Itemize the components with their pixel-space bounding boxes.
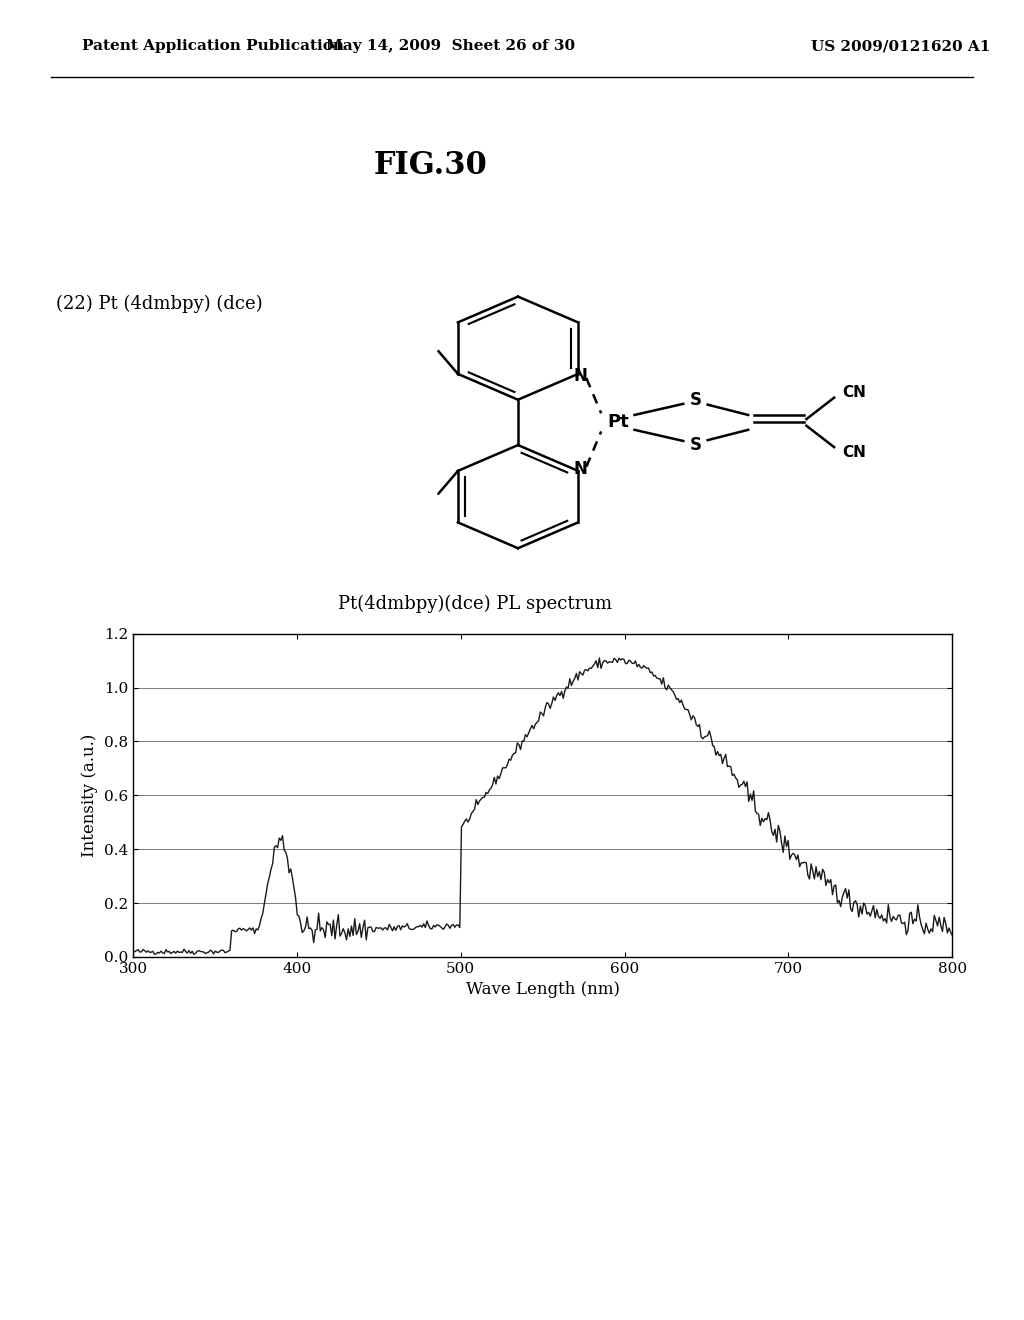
Text: N: N <box>573 367 588 385</box>
Text: CN: CN <box>843 445 866 459</box>
Text: (22) Pt (4dmbpy) (dce): (22) Pt (4dmbpy) (dce) <box>56 294 263 313</box>
Text: Pt(4dmbpy)(dce) PL spectrum: Pt(4dmbpy)(dce) PL spectrum <box>338 595 612 612</box>
Text: N: N <box>573 459 588 478</box>
Text: CN: CN <box>843 385 866 400</box>
X-axis label: Wave Length (nm): Wave Length (nm) <box>466 981 620 998</box>
Text: S: S <box>689 391 701 409</box>
Y-axis label: Intensity (a.u.): Intensity (a.u.) <box>82 734 98 857</box>
Text: S: S <box>689 436 701 454</box>
Text: FIG.30: FIG.30 <box>373 149 487 181</box>
Text: May 14, 2009  Sheet 26 of 30: May 14, 2009 Sheet 26 of 30 <box>326 40 575 53</box>
Text: US 2009/0121620 A1: US 2009/0121620 A1 <box>811 40 991 53</box>
Text: Patent Application Publication: Patent Application Publication <box>82 40 344 53</box>
Text: Pt: Pt <box>607 413 629 432</box>
